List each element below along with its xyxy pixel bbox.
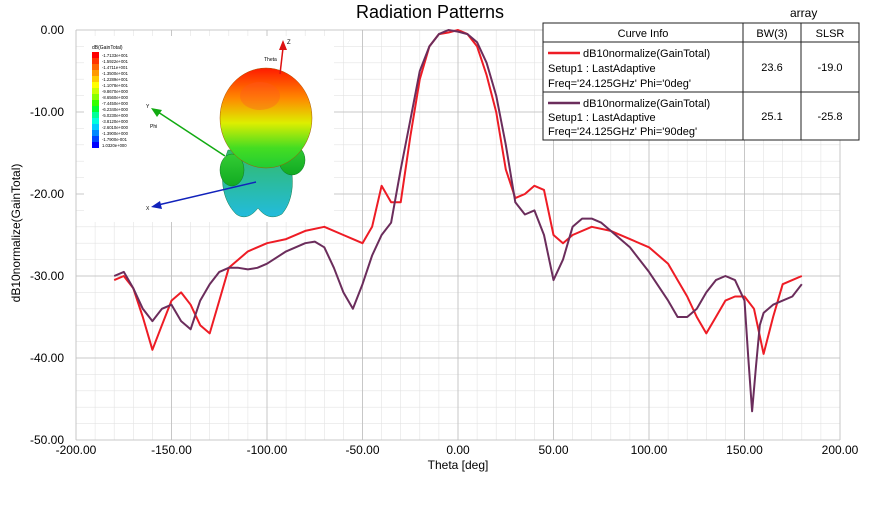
- x-tick-label: 50.00: [538, 443, 568, 457]
- color-scale-swatch: [92, 106, 99, 112]
- color-scale-swatch: [92, 130, 99, 136]
- legend-header-slsr: SLSR: [816, 28, 845, 40]
- y-axis-arrow: [157, 111, 226, 157]
- y-axis-arrow-icon: [151, 108, 162, 117]
- legend-name-phi0: dB10normalize(GainTotal): [583, 48, 710, 60]
- x-axis-label: Theta [deg]: [428, 458, 489, 472]
- color-scale-swatch: [92, 142, 99, 148]
- legend-slsr-phi90: -25.8: [817, 111, 842, 123]
- color-scale-value: -5.0230e+000: [102, 113, 129, 118]
- phi-label: Phi: [150, 124, 157, 130]
- color-scale: -1.7133e+001-1.5922e+001-1.4711e+001-1.3…: [92, 52, 129, 148]
- x-tick-label: -50.00: [345, 443, 379, 457]
- x-tick-label: -100.00: [247, 443, 288, 457]
- legend-name-phi90: dB10normalize(GainTotal): [583, 98, 710, 110]
- color-scale-value: -1.7133e+001: [102, 53, 129, 58]
- z-axis-arrow-icon: [279, 40, 287, 50]
- color-scale-swatch: [92, 82, 99, 88]
- lobe-highlight: [240, 82, 280, 110]
- x-tick-label: -150.00: [151, 443, 192, 457]
- color-scale-swatch: [92, 76, 99, 82]
- color-scale-swatch: [92, 64, 99, 70]
- x-tick-label: 200.00: [822, 443, 859, 457]
- series-line-phi90: [113, 29, 803, 413]
- legend-bw3-phi90: 25.1: [761, 111, 782, 123]
- legend-header-curve-info: Curve Info: [618, 28, 669, 40]
- x-tick-label: 150.00: [726, 443, 763, 457]
- color-scale-value: 1.0320e+000: [102, 143, 127, 148]
- y-tick-label: -30.00: [30, 269, 64, 283]
- y-tick-label: 0.00: [41, 23, 65, 37]
- pattern-3d-inset: dB(GainTotal) -1.7133e+001-1.5922e+001-1…: [84, 36, 334, 222]
- color-scale-value: -1.3900e+000: [102, 131, 129, 136]
- y-tick-label: -20.00: [30, 187, 64, 201]
- color-scale-swatch: [92, 58, 99, 64]
- legend-setup-phi0: Setup1 : LastAdaptive: [548, 63, 656, 75]
- legend-condition-phi0: Freq='24.125GHz' Phi='0deg': [548, 78, 691, 90]
- color-scale-title: dB(GainTotal): [92, 45, 123, 51]
- color-scale-swatch: [92, 100, 99, 106]
- series-lines: [113, 29, 803, 413]
- color-scale-swatch: [92, 118, 99, 124]
- color-scale-value: -1.2289e+001: [102, 77, 129, 82]
- color-scale-value: -1.7900e-001: [102, 137, 128, 142]
- y-tick-label: -10.00: [30, 105, 64, 119]
- color-scale-value: -1.4711e+001: [102, 65, 128, 70]
- legend-table: Curve Info BW(3) SLSR dB10normalize(Gain…: [542, 22, 860, 141]
- x-tick-label: 0.00: [446, 443, 470, 457]
- x-tick-label: -200.00: [56, 443, 97, 457]
- chart-subtitle: array: [790, 6, 817, 20]
- legend-condition-phi90: Freq='24.125GHz' Phi='90deg': [548, 126, 697, 138]
- y-axis-label-3d: Y: [146, 104, 150, 110]
- chart-title: Radiation Patterns: [356, 2, 504, 22]
- y-tick-label: -40.00: [30, 351, 64, 365]
- color-scale-swatch: [92, 112, 99, 118]
- color-scale-value: -3.8120e+000: [102, 119, 129, 124]
- x-axis-arrow: [157, 181, 257, 206]
- y-tick-label: -50.00: [30, 433, 64, 447]
- legend-bw3-phi0: 23.6: [761, 62, 782, 74]
- legend-setup-phi90: Setup1 : LastAdaptive: [548, 112, 656, 124]
- color-scale-swatch: [92, 124, 99, 130]
- color-scale-swatch: [92, 52, 99, 58]
- z-axis: [279, 47, 284, 75]
- color-scale-swatch: [92, 70, 99, 76]
- color-scale-value: -8.6560e+000: [102, 95, 129, 100]
- color-scale-value: -9.8670e+000: [102, 89, 129, 94]
- color-scale-value: -2.6010e+000: [102, 125, 129, 130]
- theta-label: Theta: [264, 57, 277, 63]
- color-scale-swatch: [92, 94, 99, 100]
- x-tick-label: 100.00: [631, 443, 668, 457]
- legend-slsr-phi0: -19.0: [817, 62, 842, 74]
- color-scale-value: -1.1078e+001: [102, 83, 129, 88]
- color-scale-value: -1.3500e+001: [102, 71, 129, 76]
- z-axis-label: Z: [287, 40, 291, 46]
- y-axis-label: dB10normalize(GainTotal): [9, 164, 23, 303]
- color-scale-value: -7.4450e+000: [102, 101, 129, 106]
- legend-header-bw3: BW(3): [756, 28, 787, 40]
- x-axis-label-3d: X: [146, 206, 150, 212]
- color-scale-value: -6.2340e+000: [102, 107, 129, 112]
- x-axis-arrow-icon: [151, 201, 162, 209]
- color-scale-swatch: [92, 136, 99, 142]
- left-side-lobe: [219, 153, 245, 187]
- color-scale-swatch: [92, 88, 99, 94]
- main-lobe: [219, 67, 313, 169]
- color-scale-value: -1.5922e+001: [102, 59, 129, 64]
- axes: -200.00 -150.00 -100.00 -50.00 0.00 50.00 100.…: [30, 23, 859, 457]
